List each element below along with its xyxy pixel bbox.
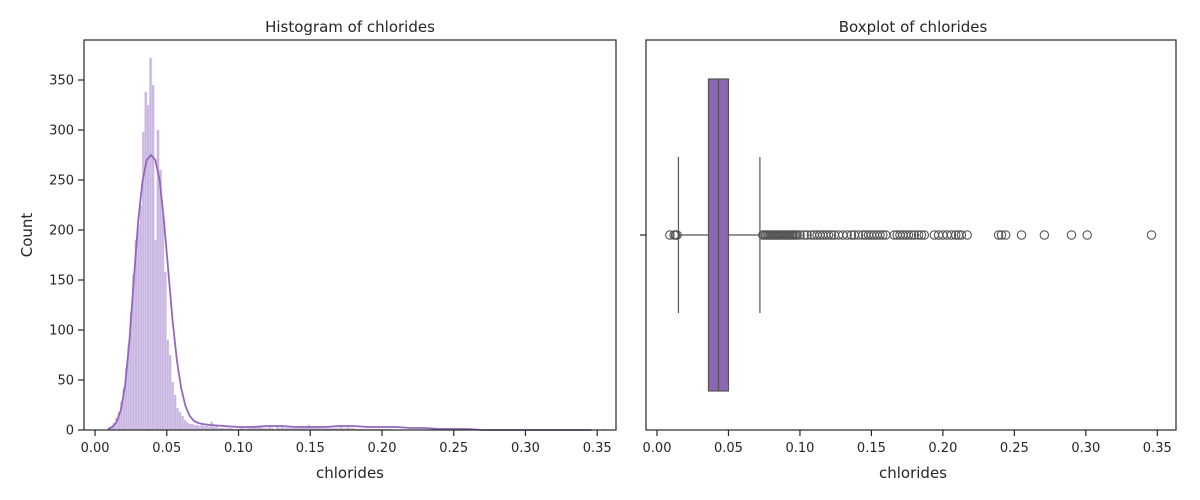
histogram-x-tick-label: 0.15 <box>296 441 325 456</box>
outlier-point <box>875 230 885 240</box>
histogram-bar <box>149 57 153 431</box>
histogram-bar <box>151 84 155 431</box>
outlier-point <box>956 230 967 240</box>
histogram-x-tick-label: 0.35 <box>583 441 612 456</box>
histogram-y-tick-label: 50 <box>57 374 74 389</box>
boxplot-title: Boxplot of chlorides <box>839 18 988 36</box>
outlier-point <box>903 230 914 240</box>
outlier-point <box>950 230 961 240</box>
outlier-point <box>853 230 864 240</box>
histogram-bar <box>193 424 196 431</box>
kde-curve <box>107 153 592 431</box>
outlier-point <box>878 230 888 240</box>
outlier-point <box>906 230 917 240</box>
histogram-bar <box>190 423 194 431</box>
outlier-point <box>1039 230 1050 240</box>
outlier-point <box>913 230 924 240</box>
histogram-bar <box>178 411 182 431</box>
histogram-bar <box>188 423 192 431</box>
histogram-bar <box>185 421 189 431</box>
outlier-point <box>792 230 802 240</box>
histogram-frame <box>83 39 617 431</box>
histogram-x-tick-label: 0.20 <box>368 441 397 456</box>
boxplot-x-label: chlorides <box>879 464 947 482</box>
outlier-point <box>802 230 812 240</box>
histogram-bar <box>173 394 177 431</box>
histogram-bar <box>154 239 157 431</box>
histogram-y-tick-label: 200 <box>49 224 74 239</box>
histogram-bar <box>180 415 184 431</box>
outlier-point <box>1146 230 1157 240</box>
outlier-point <box>842 230 852 240</box>
histogram-x-label: chlorides <box>316 464 384 482</box>
histogram-bar <box>171 381 175 431</box>
boxplot-x-ticks: 0.00 0.05 0.10 0.15 0.20 0.25 0.30 0.35 <box>643 430 1172 456</box>
boxplot-x-tick-label: 0.05 <box>714 441 743 456</box>
histogram-bar <box>144 91 148 431</box>
boxplot-x-tick-label: 0.10 <box>785 441 814 456</box>
histogram-y-ticks: 0 50 100 150 200 250 300 350 <box>49 74 84 439</box>
histogram-x-tick-label: 0.00 <box>81 441 110 456</box>
histogram-y-tick-label: 350 <box>49 74 74 89</box>
histogram-bar <box>200 424 204 431</box>
histogram-y-tick-label: 250 <box>49 174 74 189</box>
histogram-x-ticks: 0.00 0.05 0.10 0.15 0.20 0.25 0.30 0.35 <box>81 430 612 456</box>
boxplot-x-tick-label: 0.20 <box>928 441 957 456</box>
outlier-point <box>665 230 675 240</box>
histogram-bar <box>139 204 143 431</box>
histogram-bar <box>146 104 150 431</box>
outlier-point <box>795 230 805 240</box>
histogram-bar <box>195 424 199 431</box>
histogram-bars <box>107 57 606 431</box>
histogram-bar <box>183 419 187 431</box>
histogram-bar <box>137 224 140 431</box>
histogram-x-tick-label: 0.10 <box>224 441 253 456</box>
outlier-point <box>672 230 682 240</box>
boxplot-panel: Boxplot of chlorides 0.00 0.05 0.10 0.15 0.2… <box>640 18 1177 482</box>
histogram-x-tick-label: 0.05 <box>152 441 181 456</box>
outlier-point <box>909 230 920 240</box>
boxplot-x-tick-label: 0.35 <box>1143 441 1172 456</box>
outlier-point <box>799 230 809 240</box>
histogram-y-tick-label: 0 <box>66 424 74 439</box>
histogram-x-tick-label: 0.30 <box>511 441 540 456</box>
histogram-y-tick-label: 300 <box>49 124 74 139</box>
outlier-point <box>826 230 837 240</box>
histogram-bar <box>161 214 165 431</box>
boxplot-x-tick-label: 0.30 <box>1071 441 1100 456</box>
outlier-point <box>846 230 857 240</box>
outlier-point <box>916 230 927 240</box>
boxplot-x-tick-label: 0.00 <box>643 441 672 456</box>
histogram-y-tick-label: 100 <box>49 324 74 339</box>
boxplot-elements <box>665 78 1157 392</box>
outlier-point <box>1016 230 1027 240</box>
outlier-point <box>946 230 957 240</box>
boxplot-x-tick-label: 0.25 <box>1000 441 1029 456</box>
histogram-title: Histogram of chlorides <box>265 18 435 36</box>
boxplot-x-tick-label: 0.15 <box>857 441 886 456</box>
outlier-point <box>919 230 930 240</box>
outlier-point <box>1001 230 1011 240</box>
histogram-x-tick-label: 0.25 <box>439 441 468 456</box>
outlier-point <box>993 230 1004 240</box>
histogram-bar <box>176 407 179 431</box>
histogram-panel: Histogram of chlorides 0.00 0.05 0.10 0.15 0… <box>18 18 617 482</box>
histogram-y-tick-label: 150 <box>49 274 74 289</box>
outlier-point <box>823 230 834 240</box>
histogram-bar <box>168 354 172 431</box>
histogram-bar <box>158 169 162 431</box>
histogram-bar <box>163 271 167 431</box>
outlier-point <box>962 230 972 240</box>
outlier-point <box>1066 230 1077 240</box>
outlier-point <box>996 230 1007 240</box>
outlier-point <box>1082 230 1092 240</box>
histogram-y-label: Count <box>18 213 36 258</box>
histogram-bar <box>166 339 170 431</box>
